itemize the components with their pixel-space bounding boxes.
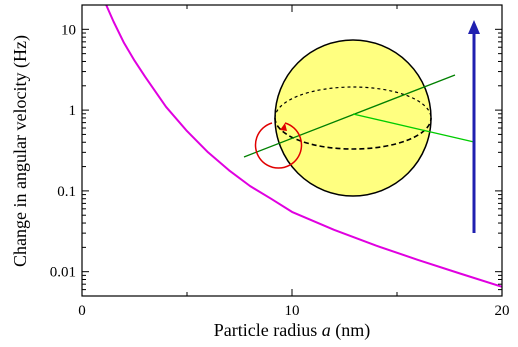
x-axis-title: Particle radius a (nm) — [214, 320, 370, 341]
rotation-arrow — [254, 122, 303, 169]
sphere-equator-front — [274, 117, 432, 150]
y-tick-label: 0.1 — [57, 184, 76, 200]
particle-sphere — [274, 39, 432, 197]
x-axis-title-variable: a — [322, 320, 331, 340]
x-tick-label: 0 — [78, 303, 86, 319]
x-tick-label: 10 — [285, 303, 300, 319]
x-axis-title-prefix: Particle radius — [214, 320, 322, 340]
tick-marks — [81, 4, 503, 297]
series-line-magenta — [105, 5, 502, 288]
tick-labels: 0 10 20 0.01 0.1 1 10 — [50, 22, 510, 319]
y-tick-label: 0.01 — [50, 265, 76, 281]
x-tick-label: 20 — [495, 303, 510, 319]
y-tick-label: 1 — [69, 103, 77, 119]
rotation-axis-line — [243, 74, 456, 158]
x-axis-title-suffix: (nm) — [331, 320, 371, 341]
sphere-equator-back — [274, 86, 432, 119]
inset-particle-schematic — [243, 20, 480, 233]
y-axis-title: Change in angular velocity (Hz) — [10, 35, 31, 267]
velocity-arrow-head — [468, 20, 480, 34]
y-tick-label: 10 — [61, 22, 76, 38]
rotation-arrow-head — [280, 123, 287, 131]
radius-line — [352, 113, 475, 143]
